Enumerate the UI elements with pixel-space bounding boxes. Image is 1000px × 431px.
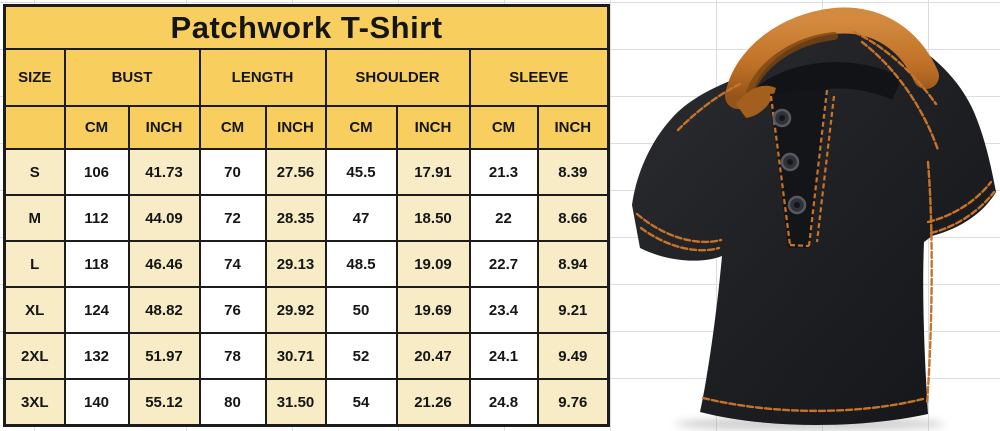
cell-sleeve-inch: 9.49	[536, 332, 610, 380]
right-shoulder-seam	[852, 30, 938, 106]
cell-shoulder-inch: 19.09	[395, 240, 471, 288]
cell-length-cm: 80	[198, 378, 267, 427]
unit-header-row: CM INCH CM INCH CM INCH CM INCH	[3, 105, 610, 150]
cell-length-inch: 29.92	[264, 286, 327, 334]
cell-shoulder-cm: 47	[324, 194, 398, 242]
unit-header: INCH	[127, 105, 201, 150]
right-cuff-stitch-2	[929, 190, 996, 235]
shirt-collar-fold	[736, 85, 776, 118]
cell-sleeve-inch: 8.66	[536, 194, 610, 242]
cell-bust-cm: 124	[63, 286, 130, 334]
cell-bust-inch: 48.82	[127, 286, 201, 334]
size-chart-table: Patchwork T-Shirt SIZE BUST LENGTH SHOUL…	[3, 4, 611, 427]
cell-shoulder-inch: 20.47	[395, 332, 471, 380]
cell-bust-cm: 118	[63, 240, 130, 288]
left-cuff-stitch-1	[635, 212, 723, 244]
measure-header-row: SIZE BUST LENGTH SHOULDER SLEEVE	[3, 48, 610, 107]
table-row-xl: XL 124 48.82 76 29.92 50 19.69 23.4 9.21	[3, 286, 610, 334]
cell-bust-cm: 112	[63, 194, 130, 242]
cell-length-inch: 28.35	[264, 194, 327, 242]
shirt-collar-inner-shadow	[746, 32, 838, 96]
unit-header: INCH	[264, 105, 327, 150]
cell-length-cm: 76	[198, 286, 267, 334]
cell-sleeve-cm: 22.7	[468, 240, 539, 288]
left-cuff-stitch-2	[639, 226, 721, 252]
column-header-size: SIZE	[3, 48, 66, 107]
cell-shoulder-cm: 45.5	[324, 148, 398, 196]
right-raglan-seam	[860, 40, 940, 152]
table-row-m: M 112 44.09 72 28.35 47 18.50 22 8.66	[3, 194, 610, 242]
cell-length-cm: 78	[198, 332, 267, 380]
shirt-body	[632, 23, 996, 426]
cell-sleeve-inch: 9.76	[536, 378, 610, 427]
shirt-collar	[725, 7, 939, 109]
cell-length-inch: 27.56	[264, 148, 327, 196]
hem-stitch	[701, 396, 925, 413]
cell-sleeve-cm: 24.1	[468, 332, 539, 380]
cell-sleeve-inch: 8.94	[536, 240, 610, 288]
cell-sleeve-inch: 8.39	[536, 148, 610, 196]
column-header-bust: BUST	[63, 48, 201, 107]
cell-sleeve-cm: 21.3	[468, 148, 539, 196]
cell-length-cm: 74	[198, 240, 267, 288]
cell-bust-cm: 132	[63, 332, 130, 380]
table-row-s: S 106 41.73 70 27.56 45.5 17.91 21.3 8.3…	[3, 148, 610, 196]
cell-size: S	[3, 148, 66, 196]
unit-header: CM	[63, 105, 130, 150]
cell-length-cm: 72	[198, 194, 267, 242]
title-row: Patchwork T-Shirt	[3, 4, 610, 50]
contrast-stitching	[635, 30, 996, 413]
unit-header: CM	[324, 105, 398, 150]
cell-size: 2XL	[3, 332, 66, 380]
cell-shoulder-cm: 50	[324, 286, 398, 334]
cell-shoulder-cm: 54	[324, 378, 398, 427]
left-shoulder-seam	[676, 82, 742, 132]
unit-header: INCH	[395, 105, 471, 150]
unit-header: CM	[198, 105, 267, 150]
button-1	[772, 108, 792, 128]
unit-header: CM	[468, 105, 539, 150]
cell-bust-cm: 106	[63, 148, 130, 196]
cell-size: M	[3, 194, 66, 242]
cell-bust-inch: 44.09	[127, 194, 201, 242]
unit-header-empty	[3, 105, 66, 150]
cell-length-inch: 31.50	[264, 378, 327, 427]
button-3	[787, 195, 807, 215]
button-2	[780, 152, 800, 172]
cell-size: 3XL	[3, 378, 66, 427]
cell-shoulder-inch: 21.26	[395, 378, 471, 427]
cell-bust-cm: 140	[63, 378, 130, 427]
cell-shoulder-cm: 48.5	[324, 240, 398, 288]
table-row-l: L 118 46.46 74 29.13 48.5 19.09 22.7 8.9…	[3, 240, 610, 288]
cell-sleeve-cm: 23.4	[468, 286, 539, 334]
right-side-seam	[925, 160, 933, 406]
cell-size: L	[3, 240, 66, 288]
table-row-3xl: 3XL 140 55.12 80 31.50 54 21.26 24.8 9.7…	[3, 378, 610, 427]
cell-bust-inch: 46.46	[127, 240, 201, 288]
cell-bust-inch: 55.12	[127, 378, 201, 427]
cell-shoulder-inch: 18.50	[395, 194, 471, 242]
table-row-2xl: 2XL 132 51.97 78 30.71 52 20.47 24.1 9.4…	[3, 332, 610, 380]
placket-buttons	[772, 108, 807, 215]
cell-sleeve-inch: 9.21	[536, 286, 610, 334]
column-header-shoulder: SHOULDER	[324, 48, 471, 107]
chart-title: Patchwork T-Shirt	[3, 4, 610, 50]
product-photo	[632, 7, 996, 431]
cell-length-cm: 70	[198, 148, 267, 196]
cell-bust-inch: 41.73	[127, 148, 201, 196]
right-cuff-stitch-1	[926, 180, 993, 224]
cell-shoulder-cm: 52	[324, 332, 398, 380]
column-header-sleeve: SLEEVE	[468, 48, 610, 107]
cell-size: XL	[3, 286, 66, 334]
column-header-length: LENGTH	[198, 48, 327, 107]
cell-shoulder-inch: 19.69	[395, 286, 471, 334]
cell-shoulder-inch: 17.91	[395, 148, 471, 196]
cell-bust-inch: 51.97	[127, 332, 201, 380]
cell-length-inch: 30.71	[264, 332, 327, 380]
cell-sleeve-cm: 22	[468, 194, 539, 242]
unit-header: INCH	[536, 105, 610, 150]
cell-sleeve-cm: 24.8	[468, 378, 539, 427]
cell-length-inch: 29.13	[264, 240, 327, 288]
